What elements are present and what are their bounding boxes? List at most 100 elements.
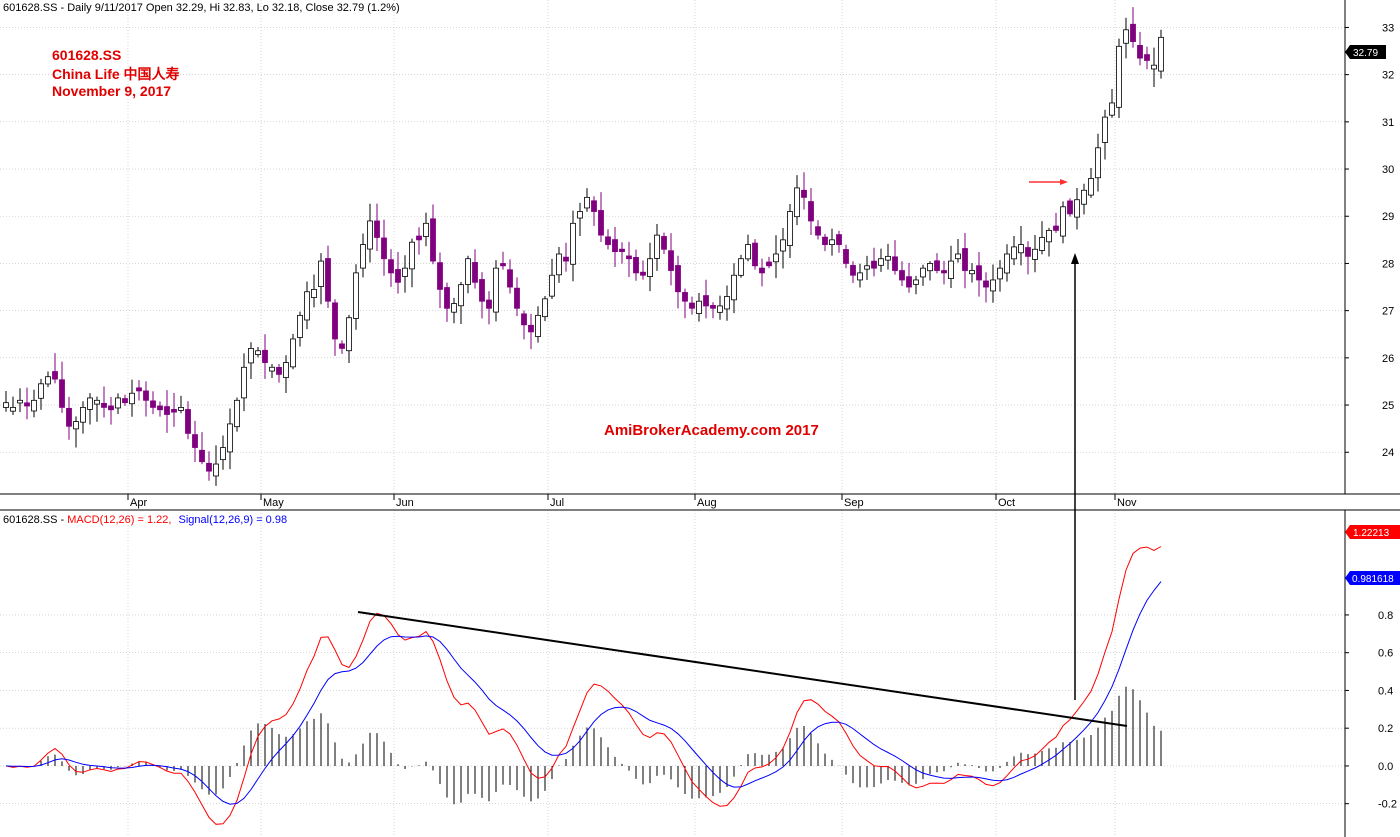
candle-body — [1123, 29, 1129, 44]
candle — [472, 249, 478, 289]
price-tick-label: 29 — [1382, 211, 1394, 223]
candle-body — [423, 222, 429, 237]
candle-body — [31, 399, 37, 412]
candle — [493, 260, 499, 322]
company-annotation: China Life 中国人寿 — [52, 66, 180, 82]
price-pane-title: 601628.SS - Daily 9/11/2017 Open 32.29, … — [3, 2, 400, 14]
candle-body — [535, 314, 541, 337]
candle — [682, 288, 688, 319]
candle-body — [948, 260, 954, 279]
price-tick-label: 32 — [1382, 70, 1394, 82]
price-tick-label: 28 — [1382, 258, 1394, 270]
candle — [479, 272, 485, 319]
candle — [87, 393, 93, 425]
candle — [934, 253, 940, 274]
candle-body — [633, 257, 639, 274]
candle-body — [584, 196, 590, 209]
candle-body — [1151, 64, 1157, 70]
candle-body — [745, 244, 751, 260]
candle — [885, 243, 891, 270]
candle-body — [458, 284, 464, 307]
candle — [1095, 133, 1101, 192]
candle-body — [773, 253, 779, 263]
candle-body — [871, 260, 877, 269]
macd-grid — [0, 510, 1345, 837]
candle — [962, 232, 968, 289]
candle — [675, 255, 681, 309]
candle — [248, 342, 254, 379]
candle — [976, 251, 982, 297]
candle — [353, 264, 359, 330]
candle — [129, 379, 135, 417]
candle-body — [346, 317, 352, 352]
candle — [388, 249, 394, 287]
candle-body — [1004, 253, 1010, 274]
candle-body — [997, 267, 1003, 280]
candle-body — [255, 350, 261, 355]
candle-body — [829, 239, 835, 245]
candle-body — [38, 383, 44, 399]
ticker-annotation: 601628.SS — [52, 47, 121, 63]
candle-body — [1032, 248, 1038, 260]
candle-body — [17, 399, 23, 404]
candle — [535, 306, 541, 343]
candle — [304, 281, 310, 330]
candle — [871, 247, 877, 277]
candle-body — [1067, 200, 1073, 215]
candle — [1053, 212, 1059, 233]
date-annotation: November 9, 2017 — [52, 83, 171, 99]
candle-body — [248, 347, 254, 364]
candle — [136, 380, 142, 401]
candle-body — [1074, 199, 1080, 218]
candle — [199, 432, 205, 465]
candle — [654, 224, 660, 271]
candle — [521, 310, 527, 340]
candle — [850, 261, 856, 284]
price-tick-label: 25 — [1382, 400, 1394, 412]
candle — [122, 394, 128, 406]
candle-body — [304, 291, 310, 321]
candle — [346, 314, 352, 363]
candle-body — [276, 367, 282, 375]
candle — [731, 263, 737, 314]
candle-body — [339, 343, 345, 349]
candle-body — [920, 267, 926, 278]
candle — [703, 279, 709, 319]
candle-body — [794, 187, 800, 218]
candle — [948, 245, 954, 289]
candle-body — [661, 236, 667, 250]
signal-line — [5, 581, 1162, 805]
candle-body — [164, 406, 170, 415]
candle-body — [143, 390, 149, 401]
candle-body — [353, 272, 359, 319]
candle-body — [1144, 54, 1150, 61]
candle — [73, 416, 79, 448]
candle-body — [710, 305, 716, 309]
candle-body — [976, 265, 982, 281]
candle-body — [857, 272, 863, 281]
candle — [997, 260, 1003, 292]
candle — [423, 212, 429, 247]
candle-body — [507, 269, 513, 288]
candle-body — [703, 295, 709, 307]
candle-body — [549, 274, 555, 297]
candle — [808, 187, 814, 236]
candle — [94, 396, 100, 422]
candle-body — [563, 256, 569, 262]
candle-body — [906, 276, 912, 288]
candle — [906, 262, 912, 293]
candle-body — [878, 258, 884, 266]
candle — [458, 281, 464, 324]
price-tick-label: 30 — [1382, 164, 1394, 176]
candle-body — [318, 260, 324, 287]
candle — [108, 396, 114, 425]
candle — [269, 364, 275, 379]
candle — [297, 311, 303, 347]
month-tick-label: Sep — [844, 497, 864, 509]
candle — [101, 386, 107, 418]
candle — [339, 340, 345, 354]
candle-body — [311, 288, 317, 298]
candle — [829, 228, 835, 256]
candle — [255, 347, 261, 358]
candle — [66, 396, 72, 440]
